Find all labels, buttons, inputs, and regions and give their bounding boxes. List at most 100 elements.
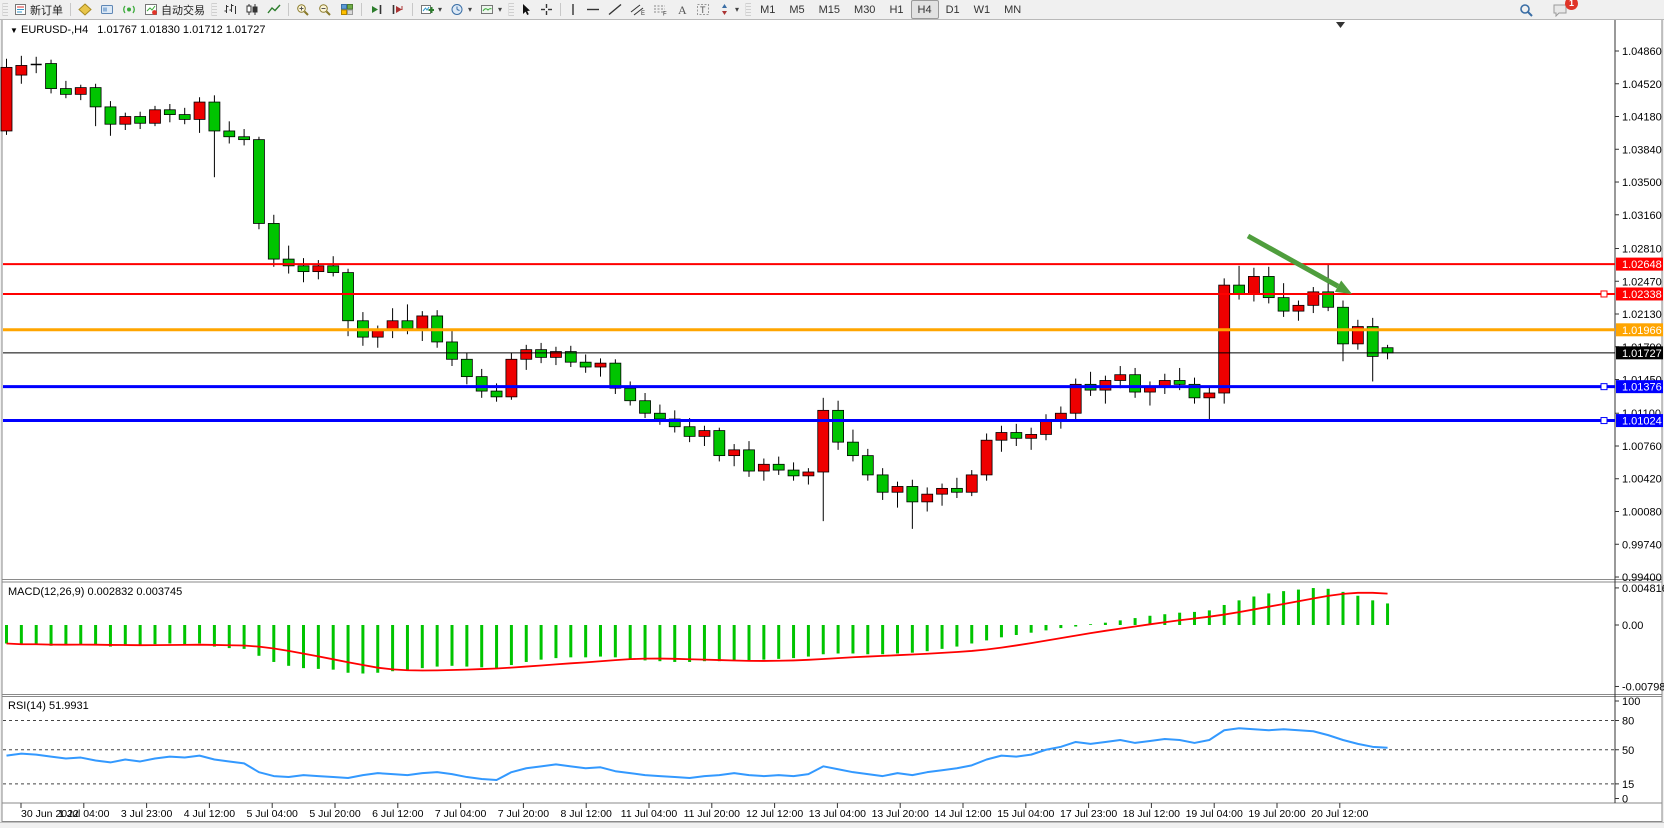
toolbar: 新订单 自动交易 <box>0 0 1664 20</box>
timeframe-m5[interactable]: M5 <box>789 3 805 16</box>
level-handle[interactable] <box>1600 290 1608 298</box>
date-tick-label: 17 Jul 23:00 <box>1060 808 1117 820</box>
tile-windows-button[interactable] <box>336 0 358 19</box>
date-tick-label: 19 Jul 20:00 <box>1248 808 1305 820</box>
timeframe-mn[interactable]: MN <box>1004 3 1022 16</box>
equidistant-channel-button[interactable]: E <box>626 0 649 19</box>
candle <box>579 361 592 368</box>
candle <box>683 426 696 437</box>
timeframe-m30[interactable]: M30 <box>854 3 876 16</box>
horizontal-line-button[interactable] <box>582 0 604 19</box>
macd-tick-label: -0.007984 <box>1622 681 1664 693</box>
bar-chart-button[interactable] <box>219 0 241 19</box>
templates-dropdown-arrow: ▾ <box>498 5 503 14</box>
zoom-in-button[interactable] <box>292 0 314 19</box>
timeframe-m1[interactable]: M1 <box>760 3 776 16</box>
candle <box>1010 432 1023 439</box>
candle <box>208 101 221 132</box>
date-tick-label: 6 Jul 12:00 <box>372 808 424 820</box>
date-tick-label: 14 Jul 12:00 <box>934 808 991 820</box>
candle <box>312 265 325 273</box>
window-bottom-strip <box>0 822 1664 828</box>
candle <box>0 66 13 132</box>
trendline-button[interactable] <box>604 0 626 19</box>
candle <box>282 258 295 267</box>
candle <box>965 474 978 493</box>
price-tick-label: 1.04860 <box>1622 46 1662 58</box>
line-chart-button[interactable] <box>263 0 285 19</box>
text-icon: A <box>678 3 687 16</box>
candle <box>238 136 251 141</box>
toolbar-grip[interactable] <box>2 3 8 16</box>
date-tick-label: 5 Jul 20:00 <box>309 808 361 820</box>
date-tick-label: 12 Jul 12:00 <box>746 808 803 820</box>
trend-arrow-annotation[interactable] <box>1246 233 1340 289</box>
candle <box>817 409 830 473</box>
auto-scroll-button[interactable] <box>365 0 387 19</box>
zoom-out-button[interactable] <box>314 0 336 19</box>
search-button[interactable] <box>1515 0 1538 19</box>
new-order-label: 新订单 <box>30 4 63 17</box>
new-order-icon <box>15 4 26 15</box>
candle <box>1203 392 1216 399</box>
signals-button[interactable] <box>118 0 140 19</box>
candle <box>787 469 800 477</box>
timeframe-w1[interactable]: W1 <box>973 3 991 16</box>
toolbar-grip[interactable] <box>508 3 515 16</box>
candle <box>1351 326 1364 345</box>
timeframe-m15[interactable]: M15 <box>818 3 841 16</box>
new-chart-button[interactable]: ▾ <box>416 0 446 19</box>
periods-button[interactable]: ▾ <box>446 0 476 19</box>
level-price-box <box>1616 346 1663 360</box>
candle <box>1218 284 1231 394</box>
candle <box>743 449 755 472</box>
vertical-line-button[interactable] <box>564 0 582 19</box>
fibonacci-button[interactable]: F <box>649 0 672 19</box>
new-order-button[interactable]: 新订单 <box>10 0 67 19</box>
text-label-button[interactable]: T <box>692 0 714 19</box>
rsi-line <box>6 727 1388 781</box>
data-window-button[interactable] <box>74 0 96 19</box>
arrows-button[interactable]: ▾ <box>714 0 743 19</box>
arrows-dropdown-arrow: ▾ <box>735 5 740 14</box>
level-handle[interactable] <box>1600 417 1608 425</box>
templates-button[interactable]: ▾ <box>476 0 506 19</box>
level-price-box <box>1616 287 1663 301</box>
chat-button[interactable]: 1 <box>1548 0 1578 19</box>
candle <box>297 265 310 273</box>
candle <box>475 376 488 392</box>
price-tick-label: 0.99400 <box>1622 572 1662 584</box>
chart-shift-marker[interactable] <box>1336 22 1345 28</box>
date-tick-label: 11 Jul 20:00 <box>684 808 741 820</box>
navigator-button[interactable] <box>96 0 118 19</box>
toolbar-grip[interactable] <box>211 3 217 16</box>
candle <box>594 362 607 368</box>
level-handle[interactable] <box>1600 383 1608 391</box>
candlestick-chart-button[interactable] <box>241 0 263 19</box>
cursor-button[interactable] <box>516 0 536 19</box>
toolbar-grip[interactable] <box>745 3 752 16</box>
candle <box>951 487 963 493</box>
level-price-label: 1.01727 <box>1622 348 1662 360</box>
timeframe-group: M1 M5 M15 M30 H1 H4 D1 W1 MN <box>753 0 1028 19</box>
chart-shift-icon <box>392 5 403 14</box>
candle <box>149 109 161 124</box>
chart-shift-button[interactable] <box>387 0 409 19</box>
text-button[interactable]: A <box>672 0 692 19</box>
rsi-tick-label: 15 <box>1622 779 1634 791</box>
candle <box>327 265 340 273</box>
crosshair-button[interactable] <box>536 0 557 19</box>
timeframe-h4[interactable]: H4 <box>910 0 939 19</box>
candle <box>505 358 518 398</box>
candle <box>876 474 889 493</box>
level-price-label: 1.02338 <box>1622 289 1662 301</box>
timeframe-h1[interactable]: H1 <box>889 3 904 16</box>
autotrading-button[interactable]: 自动交易 <box>140 0 209 19</box>
price-tick-label: 1.03840 <box>1622 144 1662 156</box>
timeframe-d1[interactable]: D1 <box>945 3 960 16</box>
candle <box>1188 383 1201 399</box>
text-label-icon: T <box>697 4 710 15</box>
line-chart-icon <box>267 4 281 14</box>
